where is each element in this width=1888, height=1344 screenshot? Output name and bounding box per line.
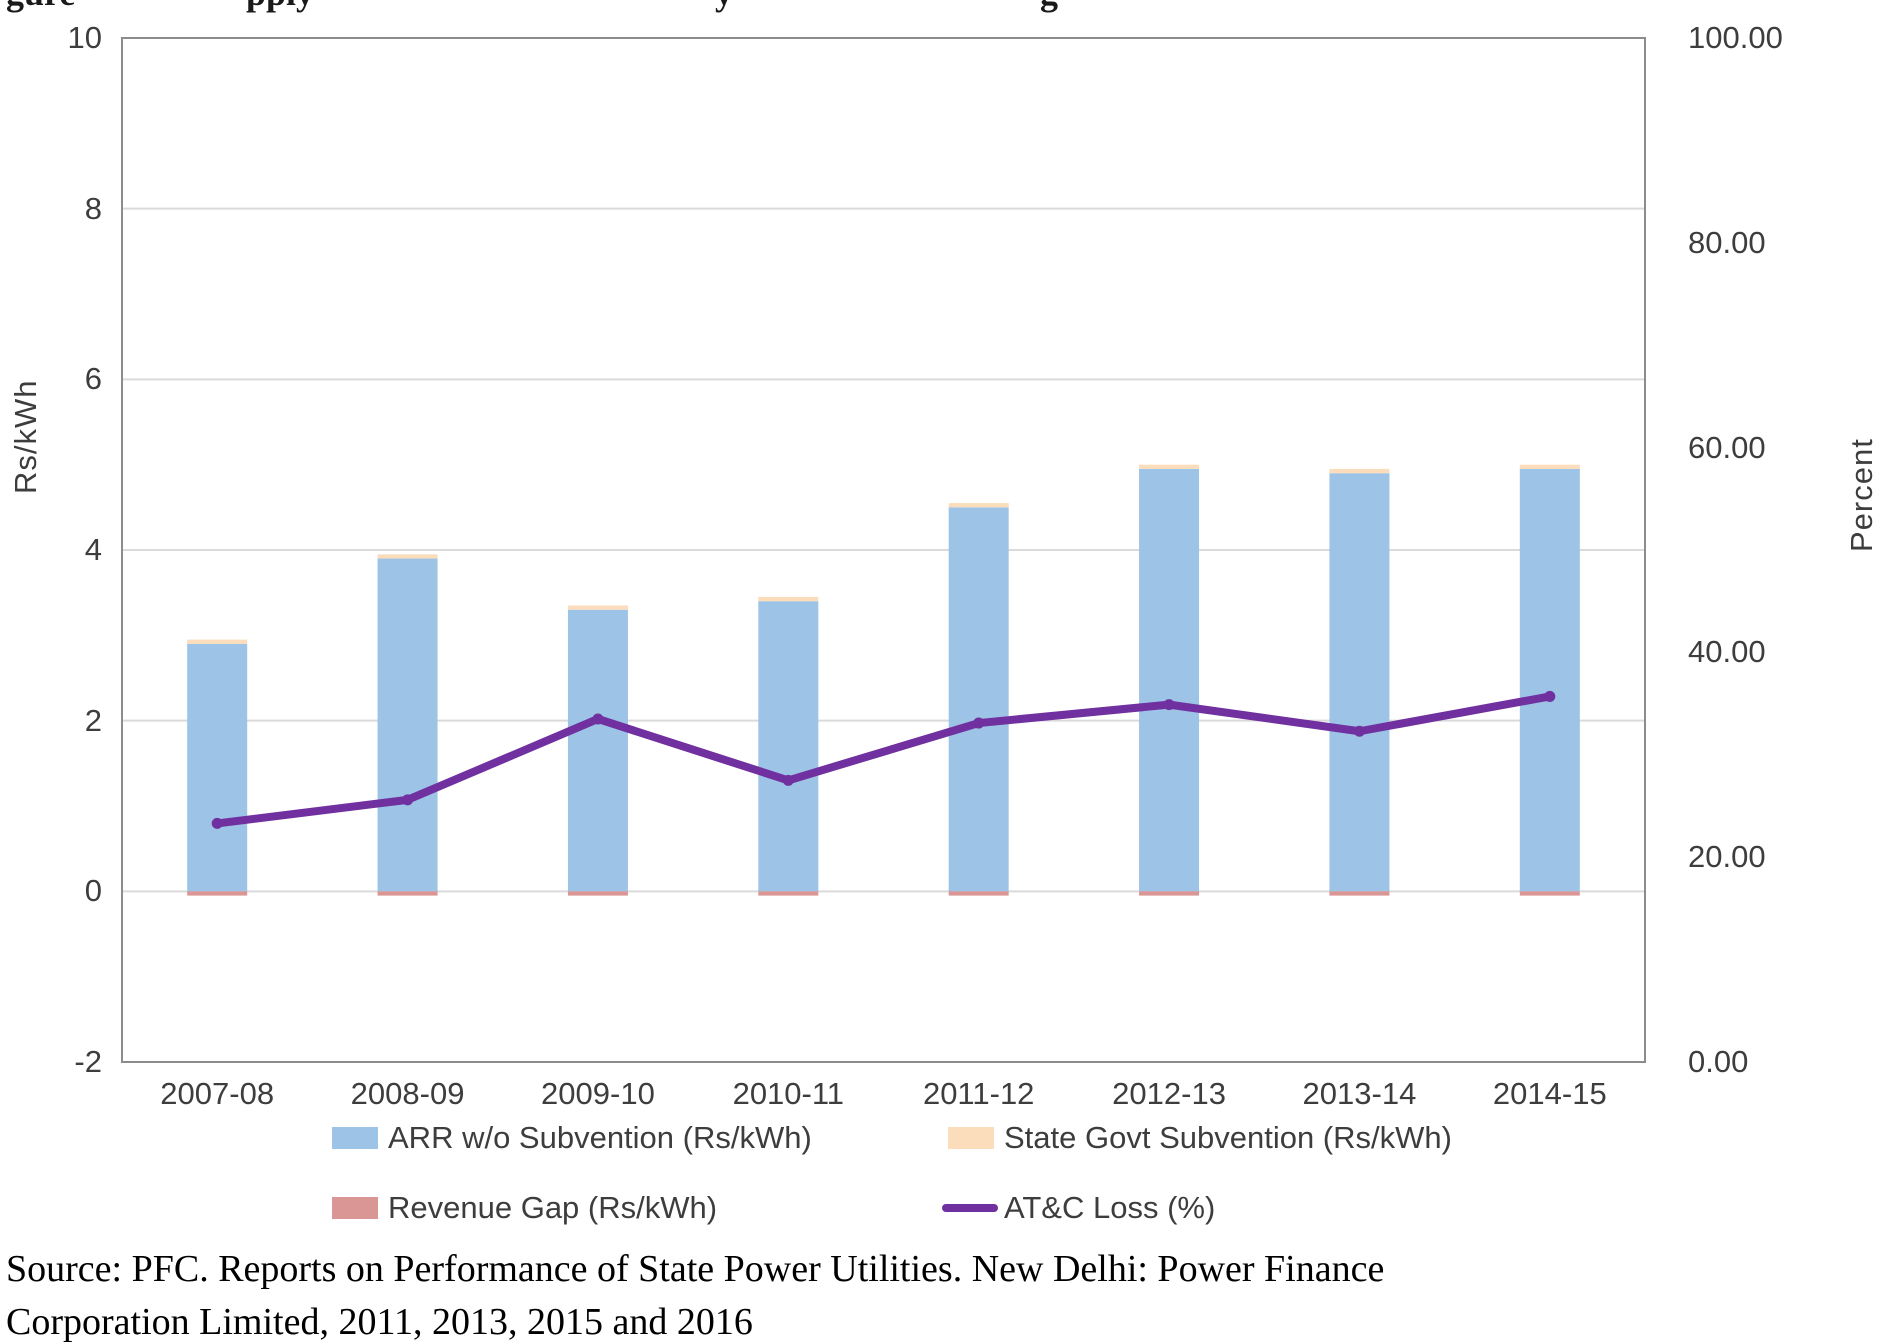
source-text-line2: Corporation Limited, 2011, 2013, 2015 an… — [6, 1301, 753, 1343]
bar-segment — [758, 601, 819, 892]
bar-segment — [187, 639, 248, 644]
x-axis-label: 2013-14 — [1302, 1076, 1417, 1111]
x-axis-label: 2007-08 — [160, 1076, 275, 1111]
left-axis-tick: 8 — [84, 190, 102, 226]
bar-segment — [1139, 468, 1200, 892]
bar-segment — [758, 891, 819, 896]
right-axis-tick: 20.00 — [1688, 839, 1766, 875]
bar-segment — [948, 507, 1009, 892]
clipped-title-fragment: g — [1040, 0, 1058, 14]
combo-chart-plot — [121, 37, 1646, 1063]
x-axis-label: 2012-13 — [1112, 1076, 1226, 1111]
legend-item-subvention: State Govt Subvention (Rs/kWh) — [948, 1120, 1452, 1156]
x-axis-label: 2014-15 — [1492, 1076, 1607, 1111]
legend-swatch-atc-loss-line — [942, 1204, 998, 1212]
clipped-title-fragment: pply — [246, 0, 314, 14]
right-axis-tick: 40.00 — [1688, 634, 1766, 670]
legend-item-atc-loss: AT&C Loss (%) — [942, 1190, 1215, 1226]
x-axis-label: 2010-11 — [732, 1076, 845, 1111]
bar-segment — [1329, 891, 1390, 896]
bar-segment — [377, 891, 438, 896]
left-axis-title: Rs/kWh — [8, 379, 43, 495]
bar-segment — [948, 891, 1009, 896]
bar-segment — [187, 891, 248, 896]
legend-label-subvention: State Govt Subvention (Rs/kWh) — [1004, 1120, 1452, 1155]
bar-segment — [1329, 473, 1390, 892]
atc-loss-line — [213, 692, 1554, 828]
right-axis-tick: 0.00 — [1688, 1044, 1749, 1079]
x-axis-label: 2011-12 — [922, 1076, 1035, 1111]
atc-loss-point — [402, 794, 414, 806]
right-axis-tick: 80.00 — [1688, 224, 1766, 260]
bar-segment — [1519, 464, 1580, 469]
legend-item-revenue-gap: Revenue Gap (Rs/kWh) — [332, 1190, 717, 1226]
bar-segment — [1139, 891, 1200, 896]
clipped-title-fragment: y — [715, 0, 733, 14]
atc-loss-point — [592, 713, 604, 725]
bar-segment — [1519, 468, 1580, 892]
atc-loss-point — [1544, 690, 1556, 702]
legend-swatch-subvention — [948, 1127, 994, 1149]
right-axis-tick: 100.00 — [1688, 20, 1783, 55]
legend-item-arr: ARR w/o Subvention (Rs/kWh) — [332, 1120, 812, 1156]
bar-segment — [1519, 891, 1580, 896]
bar-segment — [567, 891, 628, 896]
plot-border — [121, 37, 1646, 1063]
bar-segment — [377, 558, 438, 892]
left-axis-tick: 0 — [84, 873, 102, 909]
right-axis-title: Percent — [1844, 438, 1879, 552]
x-axis-label: 2009-10 — [541, 1076, 655, 1111]
left-axis-tick: -2 — [74, 1044, 102, 1079]
bar-segment — [377, 554, 438, 559]
clipped-title-fragment: gure — [6, 0, 75, 14]
bar-segment — [758, 596, 819, 602]
bar-segment — [567, 605, 628, 610]
atc-loss-point — [973, 717, 985, 729]
clipped-figure-title: gure pply y g — [0, 0, 1888, 14]
atc-loss-point — [211, 817, 223, 829]
bar-segment — [567, 609, 628, 892]
legend-swatch-revenue-gap — [332, 1197, 378, 1219]
x-axis-label: 2008-09 — [350, 1076, 465, 1111]
right-axis-tick: 60.00 — [1688, 429, 1766, 465]
left-axis-tick: 2 — [84, 702, 102, 738]
left-axis-tick: 10 — [67, 20, 102, 55]
bar-segment — [1139, 464, 1200, 469]
legend-label-arr: ARR w/o Subvention (Rs/kWh) — [388, 1120, 812, 1155]
bar-segment — [187, 643, 248, 892]
source-text-line1: Source: PFC. Reports on Performance of S… — [6, 1248, 1385, 1290]
left-axis-tick: 4 — [84, 532, 102, 567]
bar-segment — [948, 503, 1009, 508]
atc-loss-point — [1163, 699, 1175, 711]
left-axis-tick: 6 — [84, 361, 102, 397]
legend-label-revenue-gap: Revenue Gap (Rs/kWh) — [388, 1190, 718, 1225]
atc-loss-point — [1353, 725, 1365, 737]
legend-swatch-arr — [332, 1127, 378, 1149]
bar-segment — [1329, 468, 1390, 474]
legend-label-atc-loss: AT&C Loss (%) — [1004, 1190, 1216, 1225]
atc-loss-point — [782, 774, 794, 786]
